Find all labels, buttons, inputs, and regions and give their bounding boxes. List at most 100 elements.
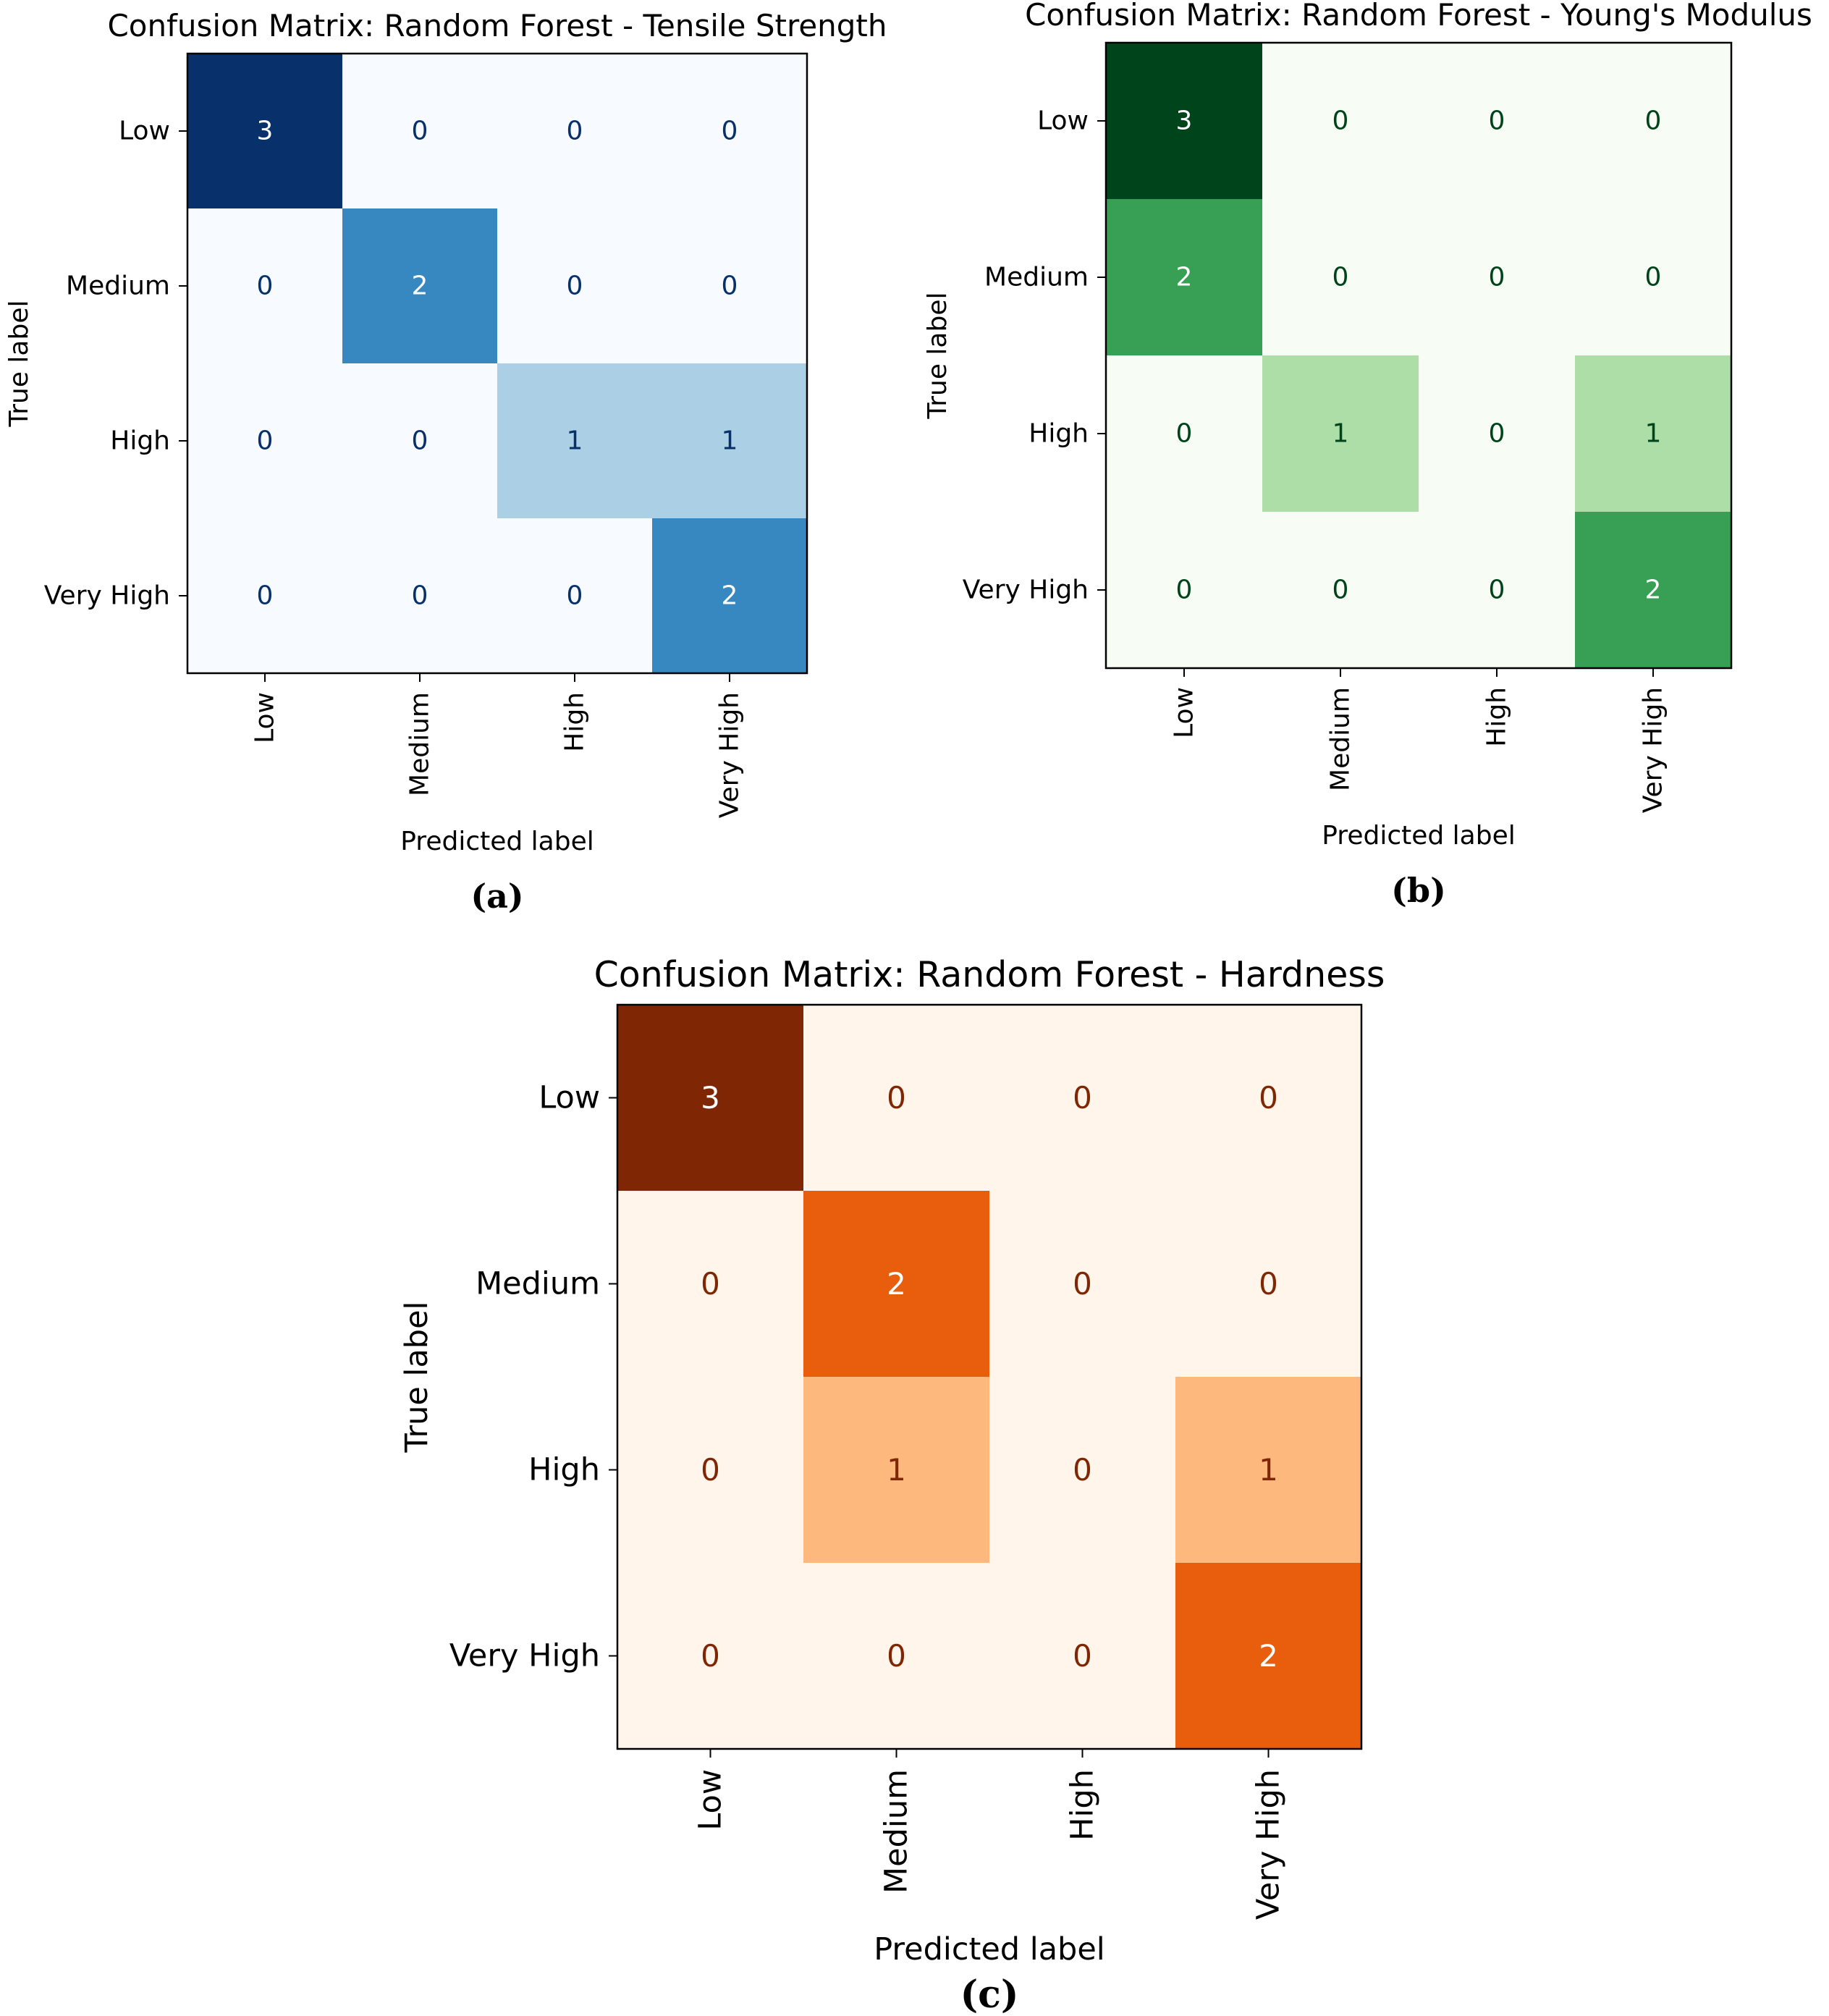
cell-value: 1 [887,1452,906,1488]
matrix-cell [1175,1563,1361,1749]
cell-value: 0 [1489,419,1505,449]
cell-value: 0 [1073,1452,1092,1488]
cell-value: 0 [257,271,274,301]
y-tick-label: Low [1037,106,1089,136]
matrix-cell [1575,355,1731,512]
cell-value: 2 [1645,575,1662,605]
matrix-cell [803,1005,989,1191]
y-tick-label: Medium [984,263,1089,292]
cell-value: 0 [1073,1080,1092,1115]
x-tick-label: Low [250,692,280,743]
matrix-cell [1106,199,1262,355]
y-tick-label: Very High [963,575,1089,605]
matrix-cell [989,1377,1175,1563]
matrix-cell [1175,1377,1361,1563]
cell-value: 2 [1259,1638,1278,1674]
matrix-cell [342,518,497,673]
x-axis-label: Predicted label [400,827,594,856]
matrix-cell [1106,355,1262,512]
axes-frame [186,52,808,675]
cell-value: 3 [257,117,274,146]
matrix-cell [1575,512,1731,668]
cell-value: 0 [1259,1266,1278,1302]
cell-value: 0 [257,426,274,456]
cell-value: 0 [1489,263,1505,292]
matrix-cell [1262,199,1419,355]
x-tick-label: Very High [1251,1769,1287,1920]
cell-value: 1 [1645,419,1662,449]
matrix-cell [497,518,652,673]
x-tick-label: High [1065,1769,1101,1841]
matrix-cell [989,1005,1175,1191]
cell-value: 2 [887,1266,906,1302]
confusion-matrix-3: Confusion Matrix: Random Forest - Hardne… [399,954,1385,2016]
y-axis-label: True label [923,292,952,420]
matrix-cell [1262,43,1419,199]
cell-value: 0 [1645,106,1662,136]
matrix-cell [1575,199,1731,355]
matrix-cell [617,1377,803,1563]
matrix-cell [342,54,497,208]
matrix-cell [803,1191,989,1377]
cell-value: 0 [567,271,583,301]
matrix-cell [342,208,497,363]
y-tick-label: Low [538,1080,600,1116]
y-tick-label: Medium [66,271,170,301]
panel-caption: (b) [1391,871,1446,910]
y-tick-label: Medium [476,1266,600,1302]
x-tick-label: Very High [715,692,745,818]
cell-value: 0 [701,1266,720,1302]
matrix-cell [989,1191,1175,1377]
cell-value: 0 [412,426,428,456]
matrix-cell [497,208,652,363]
chart-title: Confusion Matrix: Random Forest - Young'… [1025,0,1812,33]
cell-value: 0 [887,1080,906,1115]
matrix-cell [1575,43,1731,199]
chart-title: Confusion Matrix: Random Forest - Tensil… [107,8,887,43]
matrix-cell [652,54,807,208]
x-tick-label: High [560,692,590,752]
matrix-cell [1175,1005,1361,1191]
matrix-cell [617,1191,803,1377]
matrix-cell [1419,355,1575,512]
matrix-cell [1262,355,1419,512]
x-axis-label: Predicted label [1322,821,1516,851]
matrix-cell [803,1377,989,1563]
y-tick-label: High [1028,419,1089,449]
matrix-cell [1262,512,1419,668]
matrix-cell [1419,43,1575,199]
cell-value: 0 [722,117,738,146]
cell-value: 0 [1645,263,1662,292]
cell-value: 0 [887,1638,906,1674]
panel-caption: (a) [470,877,523,916]
axes-frame [1104,41,1733,670]
matrix-cell [1419,512,1575,668]
x-tick-label: Medium [879,1769,915,1894]
matrix-cell [803,1563,989,1749]
y-tick-label: Very High [44,581,170,611]
cell-value: 0 [567,581,583,611]
cell-value: 0 [701,1452,720,1488]
cell-value: 1 [1259,1452,1278,1488]
cell-value: 1 [567,426,583,456]
matrix-cell [652,518,807,673]
cell-value: 0 [1259,1080,1278,1115]
confusion-matrix-1: Confusion Matrix: Random Forest - Tensil… [4,8,887,916]
matrix-cell [652,208,807,363]
cell-value: 0 [1332,575,1349,605]
y-tick-label: Low [119,117,170,146]
matrix-cell [187,54,342,208]
cell-value: 0 [412,117,428,146]
matrix-cell [1106,43,1262,199]
x-tick-label: High [1482,687,1512,747]
cell-value: 0 [1176,575,1193,605]
matrix-cell [497,363,652,518]
matrix-cell [187,363,342,518]
y-tick-label: High [110,426,170,456]
chart-title: Confusion Matrix: Random Forest - Hardne… [594,954,1385,995]
y-axis-label: True label [4,300,34,428]
matrix-cell [1106,512,1262,668]
cell-value: 2 [722,581,738,611]
y-tick-label: High [528,1452,600,1488]
